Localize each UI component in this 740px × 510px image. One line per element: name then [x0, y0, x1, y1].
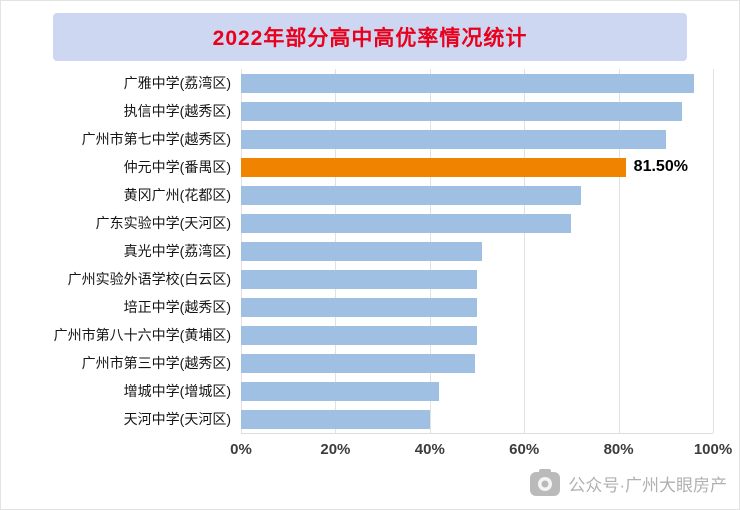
category-label: 广州市第三中学(越秀区): [81, 355, 231, 371]
bar-row: 天河中学(天河区): [11, 405, 713, 433]
x-axis-tick: 60%: [509, 441, 540, 458]
bar-row: 广东实验中学(天河区): [11, 209, 713, 237]
bar: [241, 409, 430, 429]
bar-row: 仲元中学(番禺区) 81.50%: [11, 153, 713, 181]
bar-track: [241, 269, 713, 289]
bar-row: 广州市第八十六中学(黄埔区): [11, 321, 713, 349]
bar-value-label: 81.50%: [633, 158, 688, 175]
category-label: 天河中学(天河区): [123, 411, 231, 427]
x-axis-tick: 40%: [414, 441, 445, 458]
bar-track: [241, 409, 713, 429]
x-axis-tick: 80%: [603, 441, 634, 458]
bar: [241, 73, 695, 93]
bar-track: [241, 241, 713, 261]
bar-track: 81.50%: [241, 157, 713, 177]
x-axis-tick: 20%: [320, 441, 351, 458]
chart-title: 2022年部分高中高优率情况统计: [53, 13, 687, 61]
bar-track: [241, 101, 713, 121]
category-label: 仲元中学(番禺区): [123, 159, 231, 175]
bar: [241, 185, 581, 205]
category-label: 广东实验中学(天河区): [95, 215, 231, 231]
bar: [241, 269, 477, 289]
category-label: 真光中学(荔湾区): [123, 243, 231, 259]
bar-row: 增城中学(增城区): [11, 377, 713, 405]
bar-track: [241, 73, 713, 93]
x-axis-tick: 100%: [693, 441, 733, 458]
watermark: 公众号·广州大眼房产: [529, 467, 727, 499]
bar-row: 黄冈广州(花都区): [11, 181, 713, 209]
bar-row: 执信中学(越秀区): [11, 97, 713, 125]
bar-track: [241, 129, 713, 149]
bar-row: 广州市第三中学(越秀区): [11, 349, 713, 377]
bar: [241, 213, 572, 233]
category-label: 广州市第七中学(越秀区): [81, 131, 231, 147]
bar: [241, 101, 683, 121]
bar-row: 广州实验外语学校(白云区): [11, 265, 713, 293]
bar-track: [241, 297, 713, 317]
bar: [241, 241, 482, 261]
category-label: 增城中学(增城区): [123, 383, 231, 399]
bar-row: 广州市第七中学(越秀区): [11, 125, 713, 153]
watermark-text: 公众号·广州大眼房产: [568, 475, 727, 495]
category-label: 广州市第八十六中学(黄埔区): [53, 327, 231, 343]
bar-row: 广雅中学(荔湾区): [11, 69, 713, 97]
bar: [241, 129, 666, 149]
bar-track: [241, 381, 713, 401]
bar: [241, 297, 477, 317]
bar-rows: 广雅中学(荔湾区) 执信中学(越秀区) 广州市第七中学(越秀区) 仲元中学(番禺区) 8…: [11, 69, 713, 433]
bar-row: 培正中学(越秀区): [11, 293, 713, 321]
bar-track: [241, 185, 713, 205]
bar-row: 真光中学(荔湾区): [11, 237, 713, 265]
x-axis: 0% 20% 40% 60% 80% 100%: [230, 433, 732, 467]
camera-icon: [529, 467, 561, 499]
category-label: 培正中学(越秀区): [123, 299, 231, 315]
category-label: 广雅中学(荔湾区): [123, 75, 231, 91]
category-label: 广州实验外语学校(白云区): [67, 271, 231, 287]
bar: [241, 353, 475, 373]
bar-chart: 广雅中学(荔湾区) 执信中学(越秀区) 广州市第七中学(越秀区) 仲元中学(番禺区) 8…: [11, 69, 732, 467]
bar: [241, 381, 440, 401]
grid-line: [713, 69, 714, 433]
bar-track: [241, 325, 713, 345]
category-label: 执信中学(越秀区): [123, 103, 231, 119]
bar: [241, 325, 477, 345]
bar-track: [241, 213, 713, 233]
bar-highlighted: [241, 157, 626, 177]
x-axis-tick: 0%: [230, 441, 252, 458]
category-label: 黄冈广州(花都区): [123, 187, 231, 203]
bar-track: [241, 353, 713, 373]
